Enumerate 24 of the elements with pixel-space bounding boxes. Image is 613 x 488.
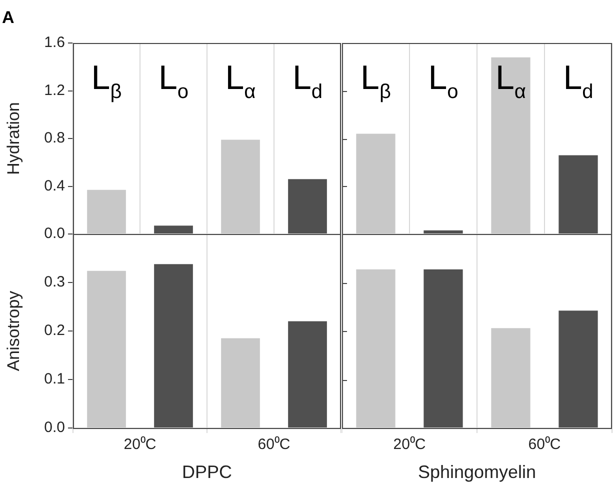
- y-tick-label: 0.0: [44, 225, 65, 242]
- y-tick-label: 1.6: [44, 34, 65, 52]
- bar: [221, 140, 260, 234]
- y-axis-title: Anisotropy: [4, 290, 23, 372]
- x-tick-label: 20⁰C: [124, 436, 156, 454]
- bar: [87, 190, 126, 234]
- x-tick-label: 60⁰C: [528, 436, 561, 454]
- y-tick-label: 0.1: [44, 370, 65, 388]
- bar: [87, 270, 126, 428]
- x-axis-title: DPPC: [182, 462, 232, 482]
- chart-title: A: [2, 8, 14, 28]
- y-tick-label: 0.8: [44, 130, 65, 147]
- bar: [491, 57, 530, 234]
- y-tick-label: 0.0: [44, 419, 65, 436]
- y-tick-label: 0.2: [44, 322, 65, 340]
- y-tick-label: 0.4: [44, 177, 65, 194]
- x-tick-label: 60⁰C: [258, 436, 290, 454]
- x-tick-label: 20⁰C: [393, 436, 426, 454]
- y-tick-label: 1.2: [44, 82, 65, 99]
- bar: [356, 134, 396, 234]
- bar: [221, 338, 260, 428]
- x-axis-title: Sphingomyelin: [418, 462, 536, 482]
- y-tick-label: 0.3: [44, 274, 65, 291]
- y-axis-title: Hydration: [4, 102, 23, 175]
